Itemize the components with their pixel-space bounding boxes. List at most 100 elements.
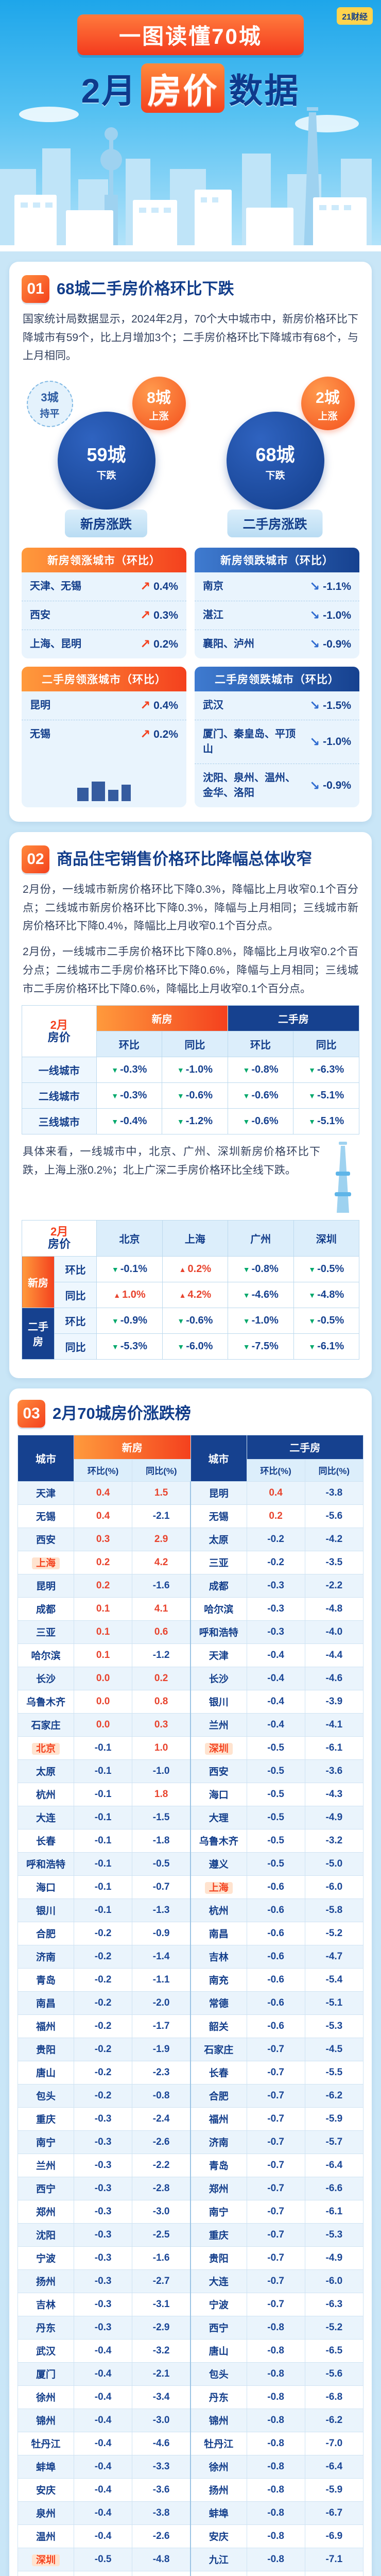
table-row: 哈尔滨 0.1 -1.2 天津 -0.4 -4.4 xyxy=(18,1643,364,1667)
city-name: 西安 xyxy=(36,1535,56,1546)
city-name: 海口 xyxy=(209,1790,229,1801)
decliner-cities: 厦门、秦皇岛、平顶山 xyxy=(203,728,296,755)
secondhand-yoy-value: -7.0 xyxy=(304,2431,364,2455)
newhome-city-cell: 银川 xyxy=(18,1898,74,1922)
box-title: 新房领涨城市（环比） xyxy=(22,548,186,573)
city-name: 昆明 xyxy=(209,1488,229,1500)
secondhand-city-cell: 济南 xyxy=(190,2130,247,2154)
secondhand-yoy-value: -3.8 xyxy=(304,1481,364,1505)
secondhand-city-cell: 包头 xyxy=(190,2362,247,2386)
tower-icon xyxy=(335,1142,351,1213)
newhome-yoy-value: -0.9 xyxy=(132,1921,191,1945)
newhome-city-cell: 蚌埠 xyxy=(18,2454,74,2479)
table-row: 北京 -0.1 1.0 深圳 -0.5 -6.1 xyxy=(18,1736,364,1760)
secondhand-up-circle: 2城 上涨 xyxy=(301,377,355,431)
newhome-city-cell: 三亚 xyxy=(18,1620,74,1644)
secondhand-yoy-value: -6.5 xyxy=(304,2338,364,2363)
newhome-mom-value: -0.2 xyxy=(73,2083,133,2108)
newhome-yoy-value: -4.0 xyxy=(132,2570,191,2576)
secondhand-city-cell: 九江 xyxy=(190,2547,247,2571)
city-name: 韶关 xyxy=(209,2022,229,2033)
decliner-value: -1.5% xyxy=(309,698,351,713)
secondhand-city-cell: 牡丹江 xyxy=(190,2431,247,2455)
newhome-yoy-value: 0.2 xyxy=(132,1666,191,1690)
city-name: 贵阳 xyxy=(209,2253,229,2265)
newhome-mom-value: -0.3 xyxy=(73,2130,133,2154)
secondhand-city-cell: 贵阳 xyxy=(190,2246,247,2270)
secondhand-city-cell: 重庆 xyxy=(190,2223,247,2247)
city-name: 宁波 xyxy=(209,2300,229,2311)
newhome-yoy-row: 同比 ▲ 1.0% ▲ 4.2% ▼ -4.6% ▼ -4.8% xyxy=(22,1281,360,1308)
secondhand-city-cell: 扬州 xyxy=(190,2478,247,2502)
city-name: 福州 xyxy=(209,2114,229,2126)
city-name: 唐山 xyxy=(209,2346,229,2358)
metric-label: 同比 xyxy=(54,1333,97,1360)
city-name: 重庆 xyxy=(209,2230,229,2242)
secondhand-mom-value: -0.6 xyxy=(246,2014,305,2038)
newhome-flat-circle: 3城 持平 xyxy=(26,381,73,428)
newhome-mom-value: 0.2 xyxy=(73,1550,133,1574)
metric-label: 环比 xyxy=(54,1307,97,1334)
down-arrow-icon xyxy=(309,778,320,793)
value-text: -0.6% xyxy=(251,1090,279,1101)
city-name: 南宁 xyxy=(209,2207,229,2218)
city-name: 郑州 xyxy=(209,2184,229,2195)
city-name: 郑州 xyxy=(36,2207,56,2218)
secondhand-mom-value: -0.7 xyxy=(246,2153,305,2177)
secondhand-yoy-value: -4.7 xyxy=(304,1944,364,1969)
city-name: 深圳 xyxy=(31,2554,60,2567)
secondhand-city-cell: 无锡 xyxy=(190,1504,247,1528)
decliner-row: 沈阳、泉州、温州、金华、洛阳 -0.9% xyxy=(195,764,359,807)
newhome-city-cell: 无锡 xyxy=(18,1504,74,1528)
secondhand-city-cell: 遵义 xyxy=(190,1852,247,1876)
up-dir: 上涨 xyxy=(149,411,169,422)
up-arrow-icon xyxy=(140,727,150,742)
value-cell: ▼ -0.6% xyxy=(227,1082,294,1109)
secondhand-city-cell: 安庆 xyxy=(190,2524,247,2548)
hero-title: 2月 房价 数据 xyxy=(0,63,381,113)
trend-arrow-icon: ▼ xyxy=(308,1092,316,1100)
secondhand-yoy-value: -3.5 xyxy=(304,1550,364,1574)
secondhand-yoy-value: -2.2 xyxy=(304,1573,364,1598)
value-cell: ▲ 4.2% xyxy=(162,1281,229,1308)
trend-arrow-icon: ▼ xyxy=(308,1342,316,1351)
table-row: 济南 -0.2 -1.4 吉林 -0.6 -4.7 xyxy=(18,1944,364,1969)
secondhand-city-cell: 郑州 xyxy=(190,2176,247,2200)
table-row: 昆明 0.2 -1.6 成都 -0.3 -2.2 xyxy=(18,1573,364,1598)
secondhand-yoy-value: -5.9 xyxy=(304,2107,364,2131)
secondhand-mom-value: -0.6 xyxy=(246,1898,305,1922)
secondhand-mom-value: -0.2 xyxy=(246,1550,305,1574)
newhome-mom-value: -0.5 xyxy=(73,2547,133,2571)
up-dir: 上涨 xyxy=(318,411,338,422)
value-text: -0.8% xyxy=(251,1064,279,1076)
gainer-value: 0.2% xyxy=(140,637,178,652)
secondhand-city-cell: 昆明 xyxy=(190,1481,247,1505)
secondhand-city-cell: 西宁 xyxy=(190,2315,247,2340)
value-cell: ▲ 0.2% xyxy=(162,1256,229,1282)
secondhand-city-cell: 石家庄 xyxy=(190,2037,247,2061)
tier-label: 二线城市 xyxy=(22,1082,97,1109)
secondhand-city-cell: 太原 xyxy=(190,1527,247,1551)
newhome-yoy-value: -1.6 xyxy=(132,1573,191,1598)
secondhand-city-cell: 宁波 xyxy=(190,2292,247,2316)
newhome-yoy-value: -3.1 xyxy=(132,2292,191,2316)
secondhand-mom-value: -0.7 xyxy=(246,2292,305,2316)
city-name: 徐州 xyxy=(209,2462,229,2473)
secondhand-mom-value: -0.6 xyxy=(246,1921,305,1945)
table-row: 安庆 -0.4 -3.6 扬州 -0.8 -5.9 xyxy=(18,2478,364,2502)
value-cell: ▼ -4.6% xyxy=(228,1281,294,1308)
section-02-badge: 02 xyxy=(22,845,49,874)
secondhand-mom-value: -0.7 xyxy=(246,2107,305,2131)
corner-month: 2月 xyxy=(50,1225,68,1239)
table-row: 温州 -0.4 -2.6 安庆 -0.8 -6.9 xyxy=(18,2524,364,2548)
secondhand-yoy-value: -6.0 xyxy=(304,2269,364,2293)
value-cell: ▼ -0.1% xyxy=(96,1256,163,1282)
section-02-para3-row: 具体来看，一线城市中，北京、广州、深圳新房价格环比下跌，上海上涨0.2%；北上广… xyxy=(22,1139,359,1213)
city-name: 包头 xyxy=(36,2091,56,2103)
newhome-city-cell: 呼和浩特 xyxy=(18,1852,74,1876)
section-02-para3: 具体来看，一线城市中，北京、广州、深圳新房价格环比下跌，上海上涨0.2%；北上广… xyxy=(23,1146,320,1176)
value-text: 0.2% xyxy=(187,1263,212,1275)
value-cell: ▼ -0.6% xyxy=(162,1307,229,1334)
newhome-mom-value: 0.4 xyxy=(73,1481,133,1505)
